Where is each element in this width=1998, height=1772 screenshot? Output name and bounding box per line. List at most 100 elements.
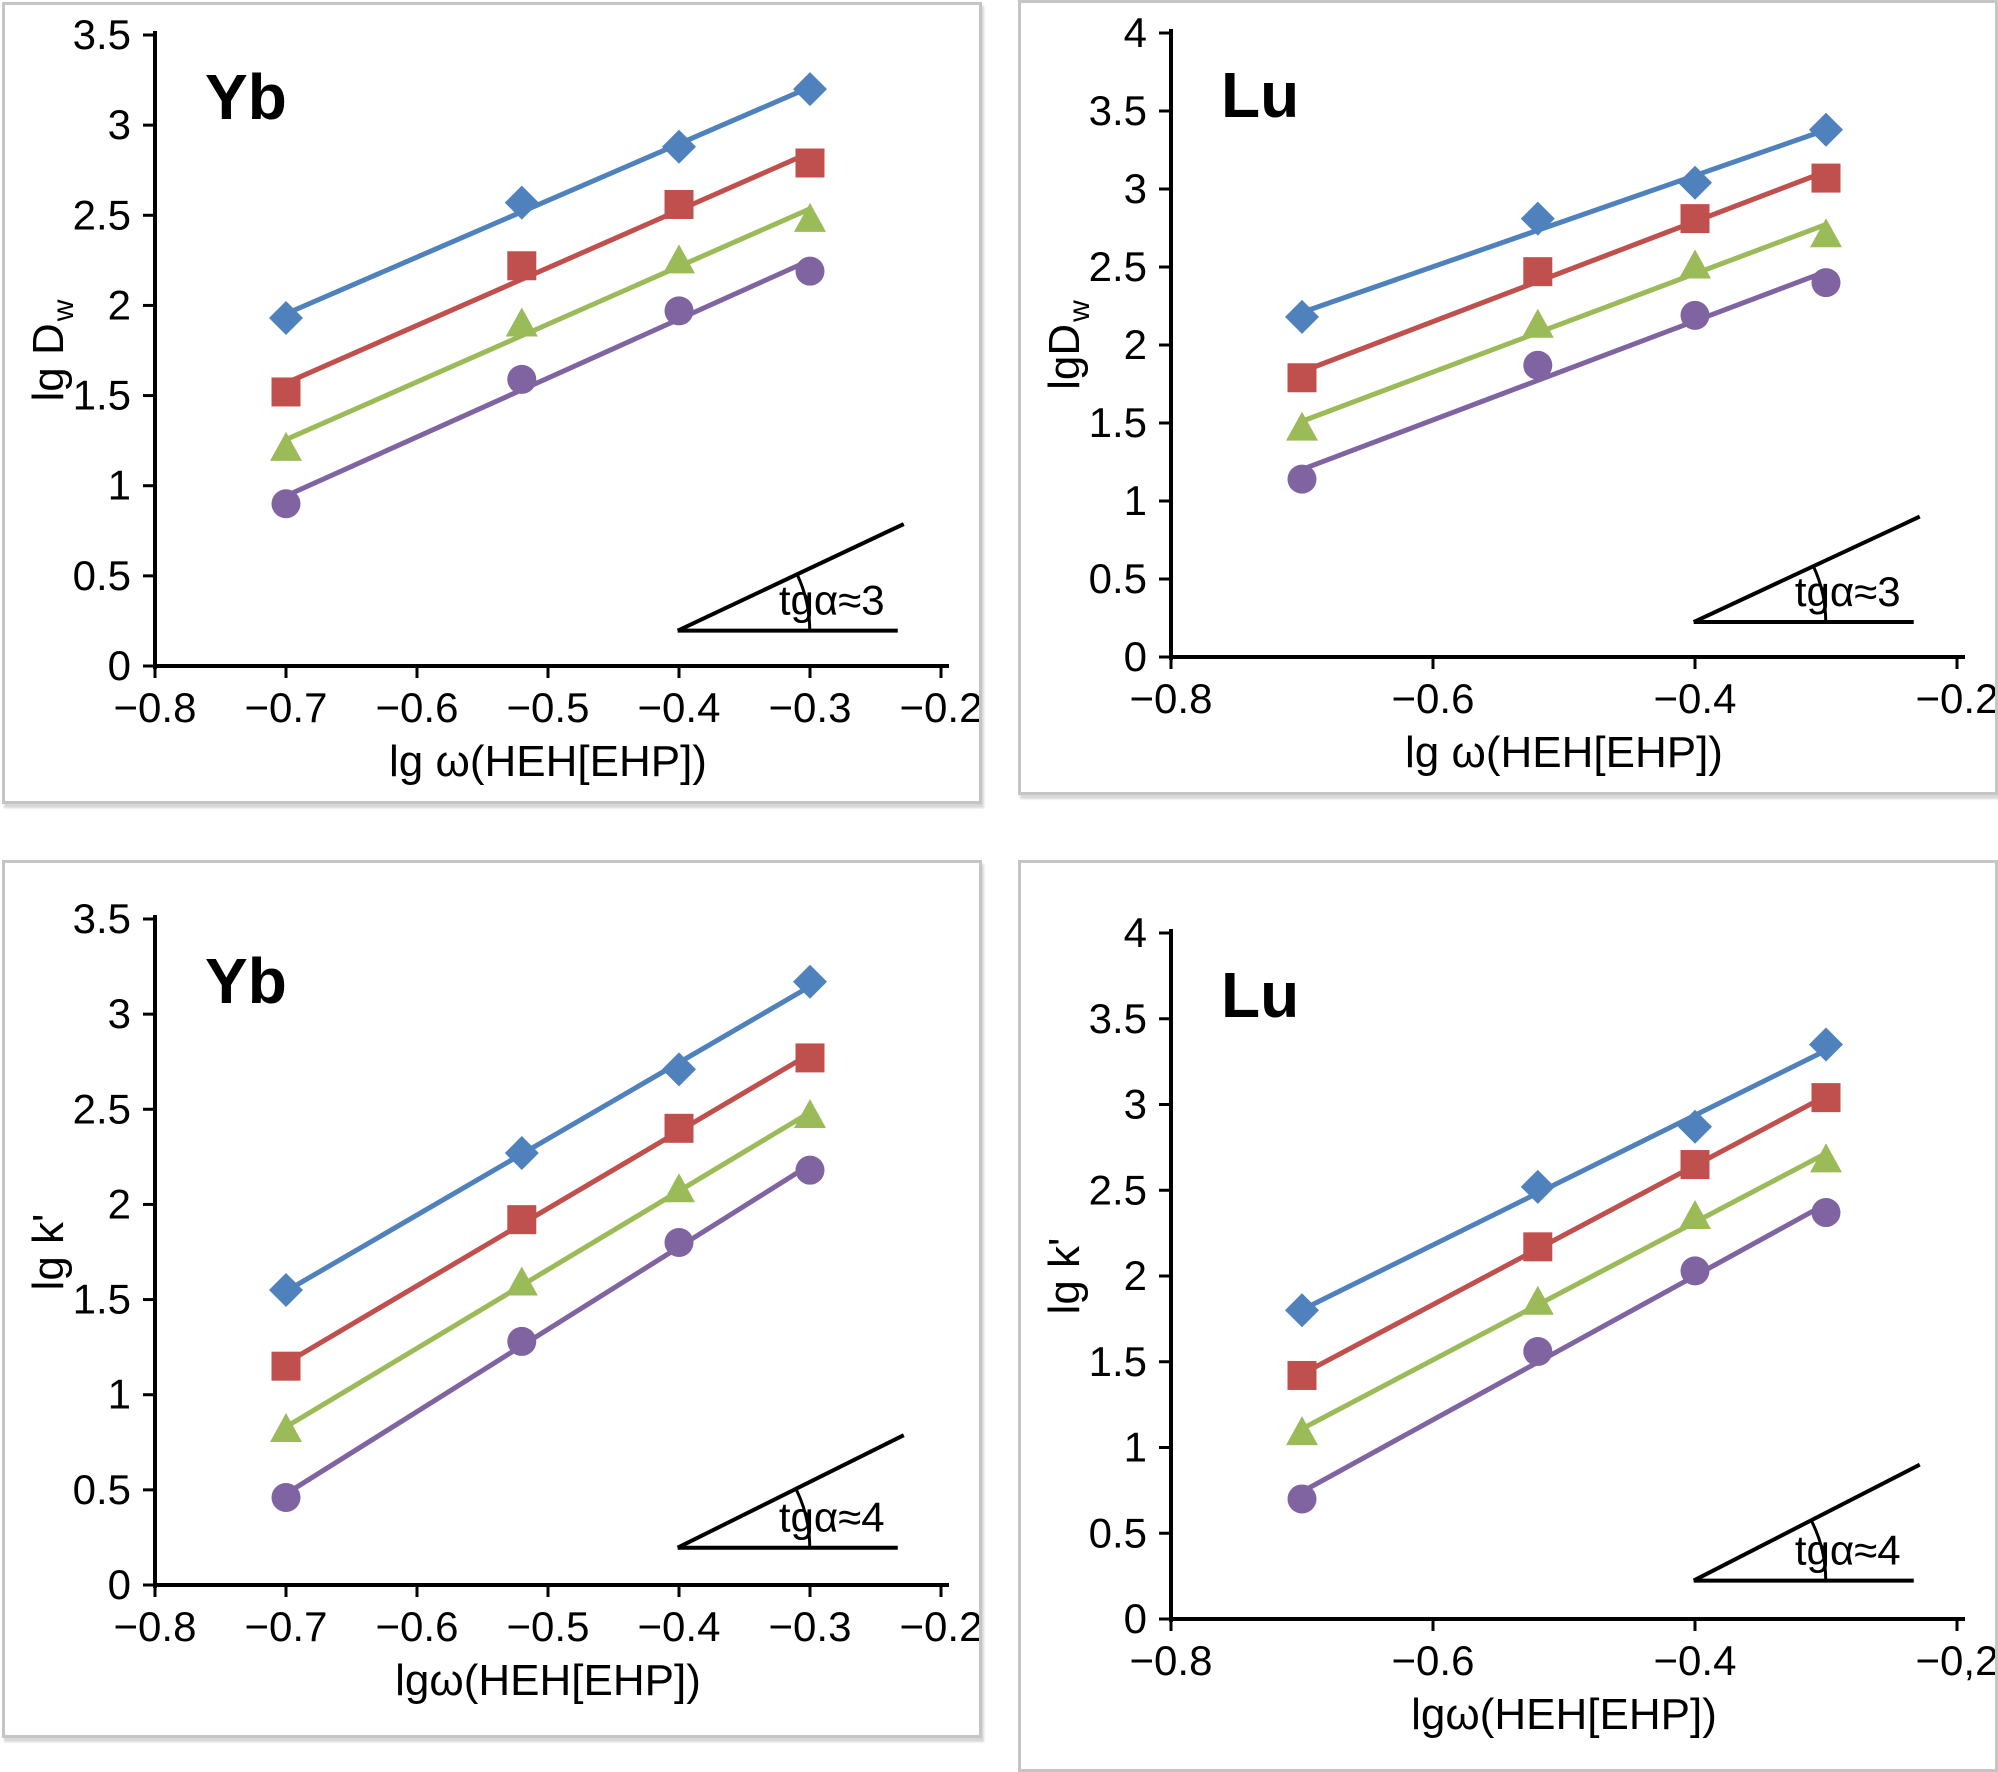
angle-arc [794, 1488, 812, 1548]
y-axis-label: lg k' [1040, 1238, 1089, 1315]
y-tick-label: 3 [1124, 165, 1147, 212]
circle-marker [1680, 1256, 1710, 1286]
x-tick-label: −0.8 [1130, 675, 1213, 722]
y-tick-label: 3.5 [1089, 87, 1147, 134]
y-tick-label: 0.5 [1089, 555, 1147, 602]
angle-arc [1809, 1519, 1828, 1581]
triangle-marker [1679, 249, 1711, 279]
slope-annotation-label: tgα≈3 [1795, 568, 1901, 615]
y-tick-label: 2.5 [1089, 243, 1147, 290]
x-tick-label: −0.6 [1392, 675, 1475, 722]
diamond-marker [1520, 201, 1555, 236]
diamond-marker [1520, 1169, 1555, 1204]
angle-slope-line [676, 1433, 905, 1550]
triangle-marker [270, 1412, 302, 1442]
circle-marker [1287, 1484, 1317, 1514]
yb-k-plot-layer: 0 0.5 1 1.5 2 2.5 3 3.5 −0.8 −0.7 −0.6 −0.5 −0.4 −0.3… [73, 895, 979, 1650]
angle-arc [1811, 565, 1828, 623]
circle-marker [271, 489, 301, 519]
x-tick-label: −0.8 [114, 1603, 197, 1650]
y-tick-label: 1.5 [1089, 1338, 1147, 1385]
y-tick-label: 0 [108, 1561, 131, 1608]
square-series-trendline [1300, 1093, 1828, 1377]
y-axis-label: lg Dw [24, 299, 80, 401]
square-marker [271, 1351, 301, 1381]
circle-marker [1523, 350, 1553, 380]
y-tick-label: 0 [108, 642, 131, 689]
angle-arc [795, 573, 812, 631]
x-tick-label: −0.3 [769, 1603, 852, 1650]
x-axis-label: lg ω(HEH[EHP]) [389, 737, 707, 786]
square-series-trendline [1301, 169, 1827, 374]
circle-marker [1287, 464, 1317, 494]
diamond-marker [662, 129, 696, 164]
x-tick-label: −0.2 [900, 684, 979, 731]
triangle-marker [505, 307, 538, 337]
y-tick-label: 1.5 [73, 1276, 131, 1323]
y-axis-label: lg k' [24, 1214, 73, 1291]
square-marker [664, 189, 694, 219]
x-tick-label: −0.7 [245, 1603, 328, 1650]
y-tick-label: 0 [1124, 633, 1147, 680]
triangle-series-trendline [1301, 222, 1827, 424]
triangle-marker [1679, 1199, 1711, 1229]
square-marker [1287, 363, 1317, 393]
diamond-series-trendline [285, 84, 811, 317]
circle-series-trendline [1300, 1201, 1828, 1494]
lu-dw-plot-layer: 0 0.5 1 1.5 2 2.5 3 3.5 4 −0.8 −0.6 −0.4 −0.2 [1089, 9, 1995, 722]
triangle-marker [1810, 1143, 1842, 1173]
y-tick-label: 3 [108, 990, 131, 1037]
y-tick-label: 2.5 [73, 1085, 131, 1132]
triangle-marker [1521, 308, 1554, 338]
diamond-marker [1678, 1109, 1712, 1144]
yb-dw-chart-canvas: 0 0.5 1 1.5 2 2.5 3 3.5 −0.8 −0.7 −0.6 −0.5 −0.4 −0.3… [24, 11, 979, 786]
diamond-marker [1809, 112, 1843, 147]
triangle-marker [1286, 1416, 1318, 1446]
y-axis-label-main: lg D [24, 323, 73, 401]
diamond-marker [1285, 1293, 1319, 1328]
diamond-marker [1678, 165, 1712, 200]
y-tick-label: 0.5 [73, 1466, 131, 1513]
y-axis-label: lgDw [1040, 300, 1096, 390]
y-tick-label: 1 [1124, 1424, 1147, 1471]
x-tick-label: −0,2 [1916, 1637, 1995, 1684]
lu-k-plot-layer: 0 0.5 1 1.5 2 2.5 3 3.5 4 −0.8 −0.6 −0.4 −0,2 [1089, 909, 1995, 1684]
x-tick-label: −0.4 [638, 684, 721, 731]
slope-annotation-label: tgα≈4 [779, 1494, 885, 1541]
y-axis-label-main: lg k' [24, 1214, 73, 1291]
x-axis-label: lg ω(HEH[EHP]) [1405, 728, 1723, 777]
square-series-trendline [284, 150, 812, 386]
lu-dw-chart-canvas: 0 0.5 1 1.5 2 2.5 3 3.5 4 −0.8 −0.6 −0.4 −0.2 Lu lg … [1040, 9, 1995, 777]
y-tick-label: 1.5 [1089, 399, 1147, 446]
square-marker [1811, 163, 1841, 193]
diamond-series-trendline [1300, 1048, 1828, 1313]
y-tick-label: 0 [1124, 1595, 1147, 1642]
element-title: Lu [1221, 959, 1299, 1031]
triangle-marker [505, 1266, 538, 1296]
y-tick-label: 2 [108, 1180, 131, 1227]
circle-series-trendline [284, 1162, 812, 1497]
diamond-marker [1285, 299, 1319, 334]
circle-marker [664, 1227, 694, 1257]
diamond-marker [793, 964, 827, 999]
y-tick-label: 3 [108, 101, 131, 148]
circle-marker [507, 364, 537, 394]
x-tick-label: −0.6 [376, 684, 459, 731]
x-tick-label: −0.3 [769, 684, 852, 731]
x-tick-label: −0.5 [507, 684, 590, 731]
triangle-marker [663, 244, 695, 274]
diamond-marker [793, 72, 827, 107]
x-tick-label: −0.8 [1130, 1637, 1213, 1684]
square-marker [664, 1113, 694, 1143]
circle-series-trendline [284, 257, 812, 499]
square-marker [1811, 1083, 1841, 1113]
y-tick-label: 3 [1124, 1081, 1147, 1128]
element-title: Lu [1221, 59, 1299, 131]
y-tick-label: 1 [108, 1371, 131, 1418]
y-axis-label-main: lgD [1040, 324, 1089, 390]
diamond-series-trendline [284, 984, 812, 1294]
angle-slope-line [1692, 1462, 1921, 1583]
element-title: Yb [205, 61, 287, 133]
square-series-trendline [284, 1051, 812, 1366]
square-marker [507, 1205, 537, 1235]
